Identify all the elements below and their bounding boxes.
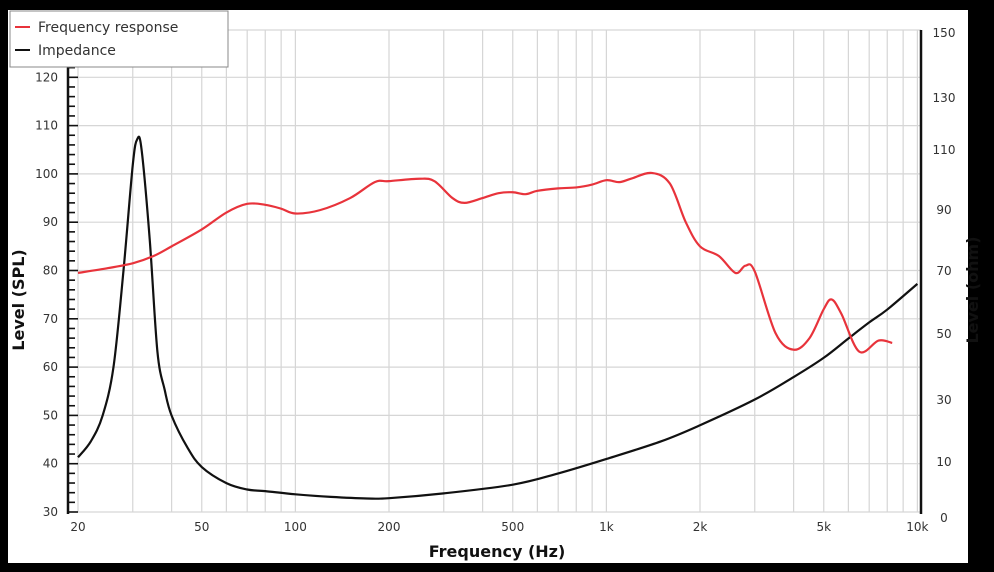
data-curves (77, 135, 919, 500)
x-tick-label: 10k (906, 520, 928, 534)
y-tick-label: 100 (35, 167, 58, 181)
x-tick-label: 50 (194, 520, 209, 534)
y2-axis-title: Level (ohm) (963, 236, 982, 343)
y2-tick-label: 110 (933, 143, 956, 157)
x-tick-label: 2k (693, 520, 708, 534)
y-tick-label: 40 (43, 457, 58, 471)
y-tick-label: 70 (43, 312, 58, 326)
y-tick-label: 80 (43, 264, 58, 278)
x-tick-label: 100 (284, 520, 307, 534)
y2-tick-label: 150 (933, 26, 956, 40)
grid-lines (68, 29, 921, 513)
x-tick-label: 20 (70, 520, 85, 534)
x-tick-label: 5k (816, 520, 831, 534)
y2-tick-label: 10 (936, 455, 951, 469)
x-tick-label: 500 (501, 520, 524, 534)
y2-tick-label: 90 (936, 203, 951, 217)
legend: Frequency response Impedance (9, 10, 229, 68)
y-tick-label: 110 (35, 119, 58, 133)
y-tick-label: 120 (35, 70, 58, 84)
y2-tick-label: 0 (940, 511, 948, 525)
y2-tick-label: 30 (936, 393, 951, 407)
y-tick-label: 50 (43, 408, 58, 422)
y2-tick-label: 70 (936, 264, 951, 278)
y2-tick-label: 130 (933, 91, 956, 105)
y-tick-label: 30 (43, 505, 58, 519)
impedance-curve (77, 135, 919, 500)
y-tick-label: 60 (43, 360, 58, 374)
left-axis-labels: 30 40 50 60 70 80 90 100 110 120 (35, 70, 58, 519)
y2-tick-label: 50 (936, 327, 951, 341)
legend-label-impedance: Impedance (38, 43, 116, 59)
x-axis-labels: 20 50 100 200 500 1k 2k 5k 10k (70, 520, 928, 534)
right-axis-labels: 0 10 30 50 70 90 110 130 150 (933, 26, 956, 525)
x-tick-label: 200 (378, 520, 401, 534)
frequency-response-curve (77, 171, 893, 354)
x-axis-title: Frequency (Hz) (429, 542, 566, 561)
x-tick-label: 1k (599, 520, 614, 534)
y-tick-label: 90 (43, 215, 58, 229)
legend-label-frequency-response: Frequency response (38, 20, 178, 36)
y-axis-title: Level (SPL) (9, 249, 28, 350)
